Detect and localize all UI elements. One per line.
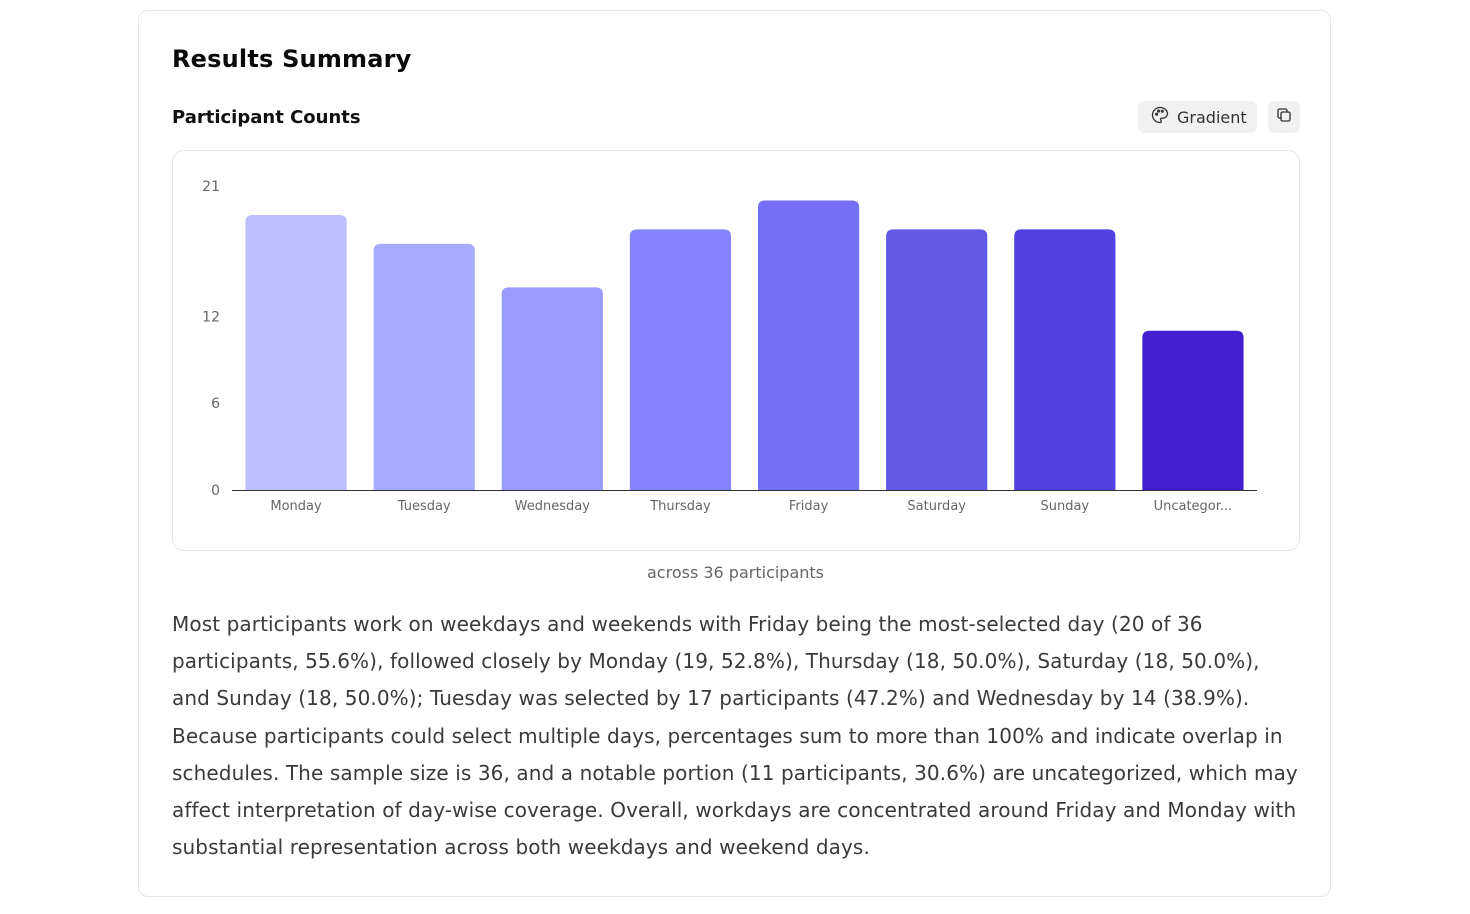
page-title: Results Summary: [172, 45, 412, 73]
x-tick-label: Monday: [270, 499, 322, 514]
gradient-button-label: Gradient: [1177, 107, 1247, 127]
copy-icon: [1275, 106, 1293, 128]
y-tick-label: 0: [211, 483, 220, 499]
x-tick-label: Uncategor...: [1154, 499, 1233, 514]
bar-chart: 0 6 12 21 Monday Tuesday Wednesday Thursday Frid…: [172, 150, 1300, 551]
bar-thursday: [629, 229, 732, 490]
bar-saturday: [886, 229, 988, 490]
y-tick-label: 6: [211, 396, 220, 412]
summary-text: Most participants work on weekdays and w…: [172, 612, 1298, 860]
bar-tuesday: [373, 243, 475, 490]
bar-chart-svg: 0 6 12 21 Monday Tuesday Wednesday Thursday Frid…: [202, 179, 1257, 514]
bar-monday: [245, 214, 347, 490]
bar-uncategor: [1142, 330, 1244, 490]
x-tick-label: Wednesday: [515, 499, 591, 514]
chart-title: Participant Counts: [172, 107, 361, 128]
bar-wednesday: [501, 287, 603, 490]
chart-caption: across 36 participants: [646, 563, 825, 582]
results-card: Results Summary Participant Counts Gradi…: [138, 10, 1331, 897]
bar-sunday: [1014, 229, 1116, 490]
y-tick-label: 12: [202, 309, 220, 325]
y-tick-label: 21: [202, 179, 220, 195]
x-tick-label: Tuesday: [397, 499, 451, 514]
x-tick-label: Sunday: [1040, 499, 1089, 514]
copy-button[interactable]: [1268, 101, 1300, 133]
x-tick-label: Saturday: [907, 499, 966, 514]
palette-icon: [1151, 106, 1169, 128]
gradient-button[interactable]: Gradient: [1138, 101, 1257, 133]
x-tick-label: Friday: [789, 499, 829, 514]
bar-friday: [757, 200, 860, 490]
x-tick-label: Thursday: [649, 499, 711, 514]
